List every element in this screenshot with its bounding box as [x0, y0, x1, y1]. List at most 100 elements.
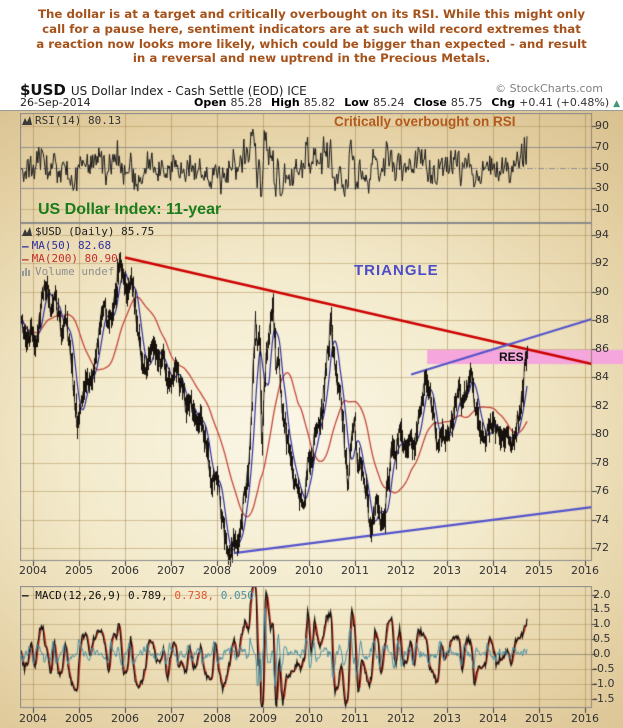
quote-field-label: Close — [413, 96, 447, 109]
x-axis-year-label: 2011 — [341, 712, 369, 725]
macd-legend-name: MACD(12,26,9) — [35, 589, 122, 602]
quote-field-value: 85.82 — [303, 96, 336, 109]
price-axis-label: 86 — [595, 341, 609, 355]
ticker-symbol: $USD — [20, 81, 66, 99]
x-axis-year-label: 2013 — [433, 712, 461, 725]
chart-title-row: $USD US Dollar Index - Cash Settle (EOD) … — [20, 80, 603, 99]
quote-field-label: High — [271, 96, 300, 109]
ohlc-fields: Open 85.28 High 85.82 Low 85.24 Close 85.75 Chg +… — [185, 96, 620, 109]
price-axis-label: 72 — [595, 541, 609, 555]
x-axis-year-label: 2005 — [65, 712, 93, 725]
price-axis-label: 80 — [595, 427, 609, 441]
volume-legend-text: Volume undef — [35, 265, 115, 278]
macd-axis-label: 1.0 — [593, 617, 611, 631]
x-axis-year-label: 2010 — [295, 712, 323, 725]
rsi-axis-label: 50 — [595, 160, 609, 174]
price-axis-label: 90 — [595, 284, 609, 298]
quote-field-value: 85.24 — [372, 96, 405, 109]
ma50-legend-text: MA(50) 82.68 — [31, 239, 112, 252]
x-axis-year-label: 2012 — [387, 564, 415, 577]
macd-axis-label: -1.5 — [593, 691, 615, 705]
x-axis-year-label: 2008 — [203, 564, 231, 577]
macd-axis-label: -0.5 — [593, 661, 615, 675]
price-axis-label: 82 — [595, 398, 609, 412]
macd-axis-label: 0.0 — [593, 647, 611, 660]
ma200-legend-text: MA(200) 80.90 — [31, 252, 118, 265]
copyright-label: © StockCharts.com — [495, 82, 603, 95]
rsi-plot-canvas — [20, 113, 623, 223]
symbol-legend-text: $USD (Daily) 85.75 — [35, 225, 155, 238]
quote-field-value: +0.41 (+0.48%) — [519, 96, 610, 109]
macd-signal-value: 0.738, — [174, 589, 215, 602]
x-axis-year-label: 2004 — [19, 712, 47, 725]
line-swatch-icon: — — [22, 240, 29, 253]
x-axis-year-label: 2005 — [65, 564, 93, 577]
x-axis-year-label: 2006 — [111, 712, 139, 725]
macd-hist-value: 0.050 — [220, 589, 254, 602]
x-axis-year-label: 2010 — [295, 564, 323, 577]
x-axis-year-label: 2016 — [571, 712, 599, 725]
commentary-text: The dollar is at a target and critically… — [0, 7, 623, 66]
volume-legend: Volume undef — [22, 265, 114, 279]
rsi-legend: RSI(14) 80.13 — [22, 114, 121, 128]
x-axis-year-label: 2008 — [203, 712, 231, 725]
price-plot-canvas — [20, 223, 623, 567]
x-axis-year-label: 2014 — [479, 564, 507, 577]
indicator-chart-icon — [22, 115, 32, 128]
macd-axis-label: -1.0 — [593, 676, 615, 690]
x-axis-year-label: 2012 — [387, 712, 415, 725]
quote-date: 26-Sep-2014 — [20, 96, 91, 109]
price-axis-label: 76 — [595, 484, 609, 498]
rsi-annotation: Critically overbought on RSI — [334, 114, 516, 129]
x-axis-year-label: 2015 — [525, 712, 553, 725]
chart-area: RSI(14) 80.13 Critically overbought on R… — [0, 110, 623, 728]
ma50-legend: — MA(50) 82.68 — [22, 239, 111, 253]
macd-value: 0.789, — [127, 589, 168, 602]
quote-field-value: 85.75 — [450, 96, 483, 109]
rsi-axis-label: 70 — [595, 139, 609, 153]
quote-field-label: Open — [194, 96, 227, 109]
x-axis-year-label: 2009 — [249, 712, 277, 725]
commentary-line: The dollar is at a target and critically… — [37, 7, 586, 21]
line-swatch-icon: — — [22, 253, 29, 266]
x-axis-year-label: 2011 — [341, 564, 369, 577]
macd-axis-label: 0.5 — [593, 632, 611, 646]
quote-field-label: Low — [344, 96, 369, 109]
quote-field-value: 85.28 — [230, 96, 263, 109]
x-axis-year-label: 2015 — [525, 564, 553, 577]
x-axis-year-label: 2013 — [433, 564, 461, 577]
resistance-annotation: RES. — [499, 350, 528, 364]
price-axis-label: 92 — [595, 256, 609, 270]
macd-axis-label: 2.0 — [593, 587, 611, 601]
price-axis-label: 94 — [595, 228, 609, 241]
commentary-line: call for a pause here, sentiment indicat… — [42, 21, 581, 36]
ma200-legend: — MA(200) 80.90 — [22, 252, 118, 266]
triangle-annotation: TRIANGLE — [354, 262, 439, 279]
main-chart-annotation-title: US Dollar Index: 11-year — [38, 201, 222, 218]
price-axis-label: 84 — [595, 370, 609, 384]
x-axis-year-label: 2007 — [157, 712, 185, 725]
rsi-axis-label: 90 — [595, 119, 609, 132]
line-swatch-icon: — — [22, 589, 29, 602]
rsi-axis-label: 10 — [595, 202, 609, 215]
commentary-line: in a reversal and new uptrend in the Pre… — [132, 51, 491, 66]
rsi-legend-text: RSI(14) 80.13 — [35, 114, 122, 127]
commentary-line: a reaction now looks more likely, which … — [36, 36, 587, 51]
rsi-axis-label: 30 — [595, 181, 609, 195]
quote-field-label: Chg — [491, 96, 516, 109]
x-axis-year-label: 2009 — [249, 564, 277, 577]
price-axis-label: 78 — [595, 455, 609, 469]
x-axis-year-label: 2016 — [571, 564, 599, 577]
macd-axis-label: 1.5 — [593, 602, 611, 616]
ticker-description: US Dollar Index - Cash Settle (EOD) ICE — [70, 84, 307, 98]
price-axis-label: 88 — [595, 313, 609, 327]
x-axis-year-label: 2006 — [111, 564, 139, 577]
macd-plot-canvas — [20, 586, 623, 714]
indicator-chart-icon — [22, 226, 32, 239]
x-axis-year-label: 2004 — [19, 564, 47, 577]
macd-legend: — MACD(12,26,9) 0.789, 0.738, 0.050 — [22, 589, 254, 602]
x-axis-year-label: 2007 — [157, 564, 185, 577]
change-up-icon: ▲ — [613, 99, 621, 109]
price-axis-label: 74 — [595, 512, 609, 526]
